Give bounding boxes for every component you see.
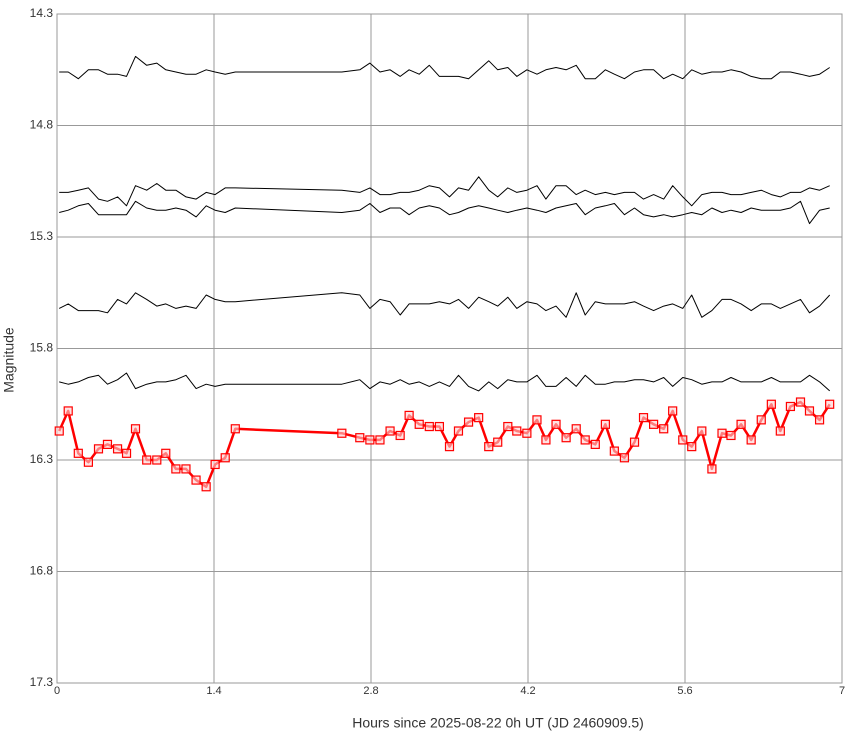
data-point <box>355 433 365 443</box>
series-line <box>59 55 830 80</box>
data-point <box>785 401 796 412</box>
data-point <box>102 439 113 449</box>
data-point <box>63 406 73 416</box>
data-point <box>142 455 152 465</box>
data-point <box>687 442 697 452</box>
data-point <box>152 455 162 465</box>
data-point <box>220 453 230 463</box>
x-tick-label: 1.4 <box>206 685 221 697</box>
data-point <box>93 444 104 454</box>
x-axis-label: Hours since 2025-08-22 0h UT (JD 2460909… <box>352 715 644 731</box>
data-point <box>230 424 240 434</box>
y-axis-label: Magnitude <box>1 327 17 393</box>
data-point <box>629 437 640 447</box>
y-tick-label: 17.3 <box>30 675 54 689</box>
data-point <box>522 428 532 438</box>
data-point <box>825 399 835 409</box>
data-point <box>161 448 171 458</box>
data-point <box>668 406 678 416</box>
data-point <box>493 437 503 447</box>
data-point <box>678 435 688 445</box>
series-line <box>59 176 830 207</box>
data-point <box>404 410 414 420</box>
y-tick-label: 14.8 <box>30 118 54 132</box>
x-tick-label: 2.8 <box>363 685 378 697</box>
data-point <box>766 399 776 409</box>
data-point <box>112 444 123 454</box>
data-point <box>503 421 513 432</box>
data-point <box>210 459 220 470</box>
data-point <box>580 435 590 445</box>
data-point <box>130 424 141 434</box>
data-point <box>453 426 464 436</box>
data-point <box>717 428 727 438</box>
data-point <box>804 406 815 416</box>
data-point <box>648 419 659 429</box>
data-point <box>638 413 649 423</box>
series-line <box>59 372 831 392</box>
data-point <box>414 419 424 429</box>
y-tick-label: 15.3 <box>30 229 54 243</box>
data-point <box>54 426 64 436</box>
data-point <box>619 453 630 463</box>
data-point <box>541 435 551 445</box>
data-point <box>561 433 571 443</box>
data-point <box>795 397 806 407</box>
data-point <box>484 442 494 452</box>
data-point <box>707 464 717 474</box>
data-point <box>121 448 132 458</box>
data-point <box>337 428 347 438</box>
data-point <box>191 475 201 485</box>
y-tick-label: 16.3 <box>30 452 54 466</box>
data-point <box>532 415 542 425</box>
data-point <box>424 421 434 432</box>
y-tick-label: 15.8 <box>30 341 54 355</box>
data-point <box>365 435 375 445</box>
data-point <box>512 426 522 436</box>
data-point <box>609 446 619 456</box>
data-point <box>775 426 785 436</box>
data-point <box>590 439 600 449</box>
data-point <box>181 464 191 474</box>
series-line <box>58 292 831 318</box>
data-point <box>551 419 561 429</box>
data-point <box>83 457 94 467</box>
data-point <box>726 430 736 441</box>
data-point <box>463 417 474 427</box>
data-point <box>659 424 669 434</box>
data-point <box>746 435 756 445</box>
x-tick-label: 0 <box>54 685 60 697</box>
y-tick-label: 16.8 <box>30 564 54 578</box>
data-point <box>171 464 181 474</box>
data-point <box>73 448 83 458</box>
x-tick-label: 7 <box>839 685 845 697</box>
data-point <box>736 419 746 429</box>
y-tick-label: 14.3 <box>30 6 54 20</box>
x-tick-label: 5.6 <box>677 685 692 697</box>
data-point <box>756 415 766 425</box>
data-point <box>600 419 610 429</box>
data-point <box>474 413 484 423</box>
data-point <box>444 442 455 452</box>
data-point <box>697 426 707 436</box>
x-tick-label: 4.2 <box>520 685 535 697</box>
data-point <box>375 435 385 445</box>
data-point <box>814 415 825 425</box>
data-point <box>434 421 445 432</box>
series-line <box>59 200 830 225</box>
data-point <box>571 424 581 434</box>
data-point <box>201 482 211 492</box>
data-point <box>395 430 405 441</box>
data-point <box>385 426 395 436</box>
